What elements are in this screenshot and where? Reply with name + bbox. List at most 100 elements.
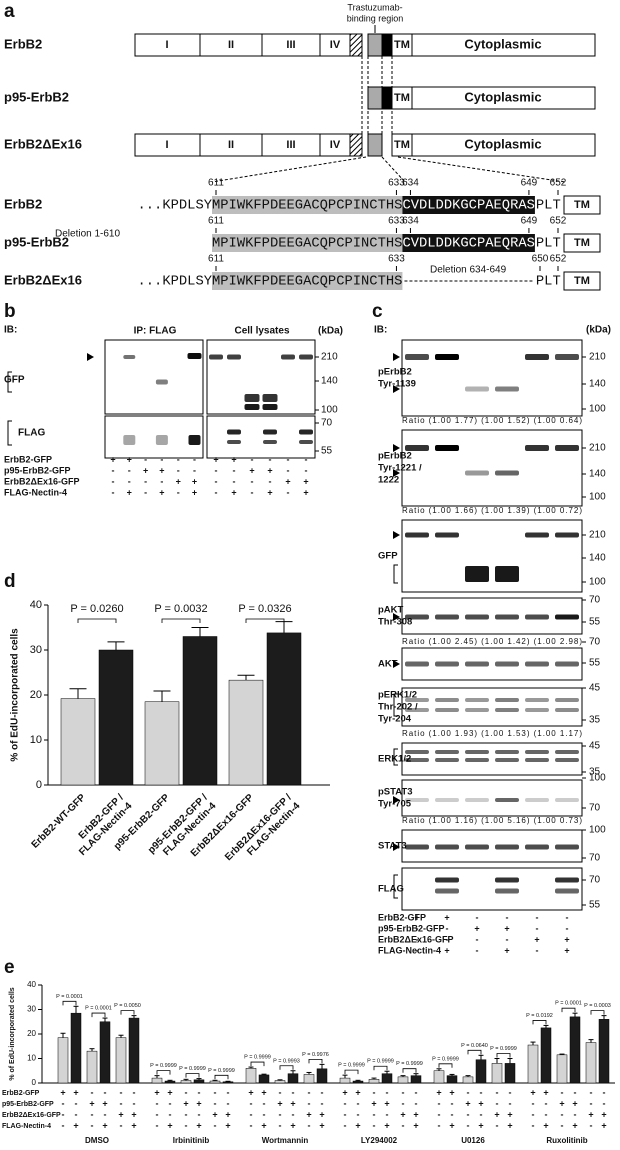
blot [401,867,583,911]
tm-label: TM [574,275,590,287]
region-label: binding region [347,13,404,23]
lane-sign: - [193,454,196,464]
zoom-line [397,156,566,183]
binding-region [367,86,383,110]
lane-sign: - [287,465,290,475]
band [244,394,260,402]
sequence: PLT [536,199,561,214]
blot [401,647,583,681]
lane-label: p95-ErbB2-GFP [378,923,445,933]
exon16 [381,86,393,110]
exon16-highlight [402,196,535,214]
band [555,354,579,360]
panel-label: b [4,301,16,322]
lane-sign: - [250,1098,253,1108]
lane-sign: - [227,1098,230,1108]
p-bracket [62,1000,77,1006]
lane-sign: - [169,1109,172,1119]
lane-sign: + [118,1109,123,1119]
group-label: Wortmannin [262,1136,309,1145]
lane-sign: - [438,1098,441,1108]
lane-sign: - [156,1109,159,1119]
band [299,429,313,435]
blot [206,415,316,459]
p-bracket [308,1058,323,1064]
p-bracket [279,1065,294,1070]
marker: 55 [589,658,601,669]
band [465,844,489,850]
bar [585,1042,597,1084]
band [465,470,489,476]
exon16-highlight [402,234,535,252]
deletion-label: Deletion 1-610 [55,229,120,240]
lane-sign: + [507,1120,512,1130]
bar [128,1017,140,1084]
lane-label: ErbB2-GFP [4,454,52,464]
lane-sign: + [588,1109,593,1119]
lane-sign: + [413,1109,418,1119]
blot-name: pErbB2 [378,367,412,378]
lane-sign: + [303,476,308,486]
lane-sign: - [120,1087,123,1097]
ratio: Ratio (1.00 1.93) (1.00 1.53) (1.00 1.17… [402,729,582,738]
p-value: P = 0.9999 [396,1061,423,1067]
sequence: ...KPDLSY [137,275,212,290]
lane-sign: - [561,1120,564,1130]
lane-sign: - [144,454,147,464]
lane-sign: - [574,1087,577,1097]
lane-sign: - [603,1098,606,1108]
lane-sign: - [120,1120,123,1130]
band [435,354,459,360]
lane-sign: - [279,1109,282,1119]
lane-sign: - [269,454,272,464]
band [435,698,459,702]
marker: 210 [589,443,606,454]
blot-name: Thr-202 / [378,702,418,713]
binding-region [367,133,383,157]
band [263,429,277,435]
lane-sign: + [196,1098,201,1108]
lane-sign: + [444,912,449,922]
lane-sign: + [504,923,509,933]
band [465,758,489,762]
exon16 [381,33,393,57]
lane-sign: - [287,454,290,464]
lane-label: p95-ErbB2-GFP [2,1101,54,1108]
lane-sign: - [402,1098,405,1108]
marker: 55 [321,446,333,457]
lane-sign: - [415,1087,418,1097]
p-bracket [250,1061,265,1067]
band [405,354,429,360]
band [495,614,519,620]
band [525,532,549,538]
lane-sign: + [159,487,164,497]
arrowhead [393,613,400,621]
marker: 140 [589,553,606,564]
p-bracket [245,618,285,623]
lane-sign: + [601,1120,606,1130]
marker: 70 [589,595,601,606]
region-highlight [212,272,403,290]
p-bracket [438,1063,453,1068]
domain-label: I [165,39,168,51]
lane-sign: - [402,1087,405,1097]
cytoplasmic-label: Cytoplasmic [464,36,541,51]
lane-sign: - [476,945,479,955]
lane-sign: - [545,1098,548,1108]
band [555,708,579,712]
lane-sign: + [89,1098,94,1108]
lane-sign: + [183,1098,188,1108]
p-bracket [120,1010,135,1015]
lane-sign: - [128,476,131,486]
lane-sign: - [169,1098,172,1108]
lane-sign: - [133,1087,136,1097]
bar [228,679,264,786]
bar [193,1079,205,1084]
lane-sign: - [480,1109,483,1119]
construct-name: ErbB2ΔEx16 [4,136,82,151]
band [525,708,549,712]
p-value: P = 0.0001 [56,994,83,1000]
band [495,698,519,702]
panel-label: e [4,957,15,978]
p-value: P = 0.0050 [114,1003,141,1009]
